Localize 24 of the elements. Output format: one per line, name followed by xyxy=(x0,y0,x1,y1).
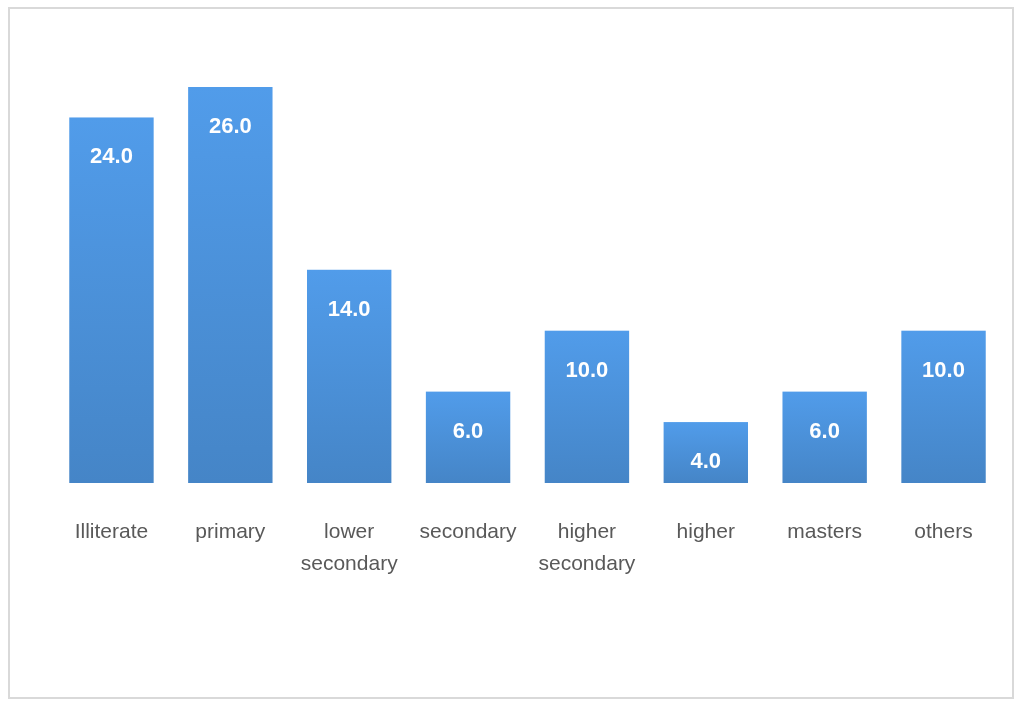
bar xyxy=(782,391,867,483)
data-label: 24.0 xyxy=(90,143,133,169)
data-label: 10.0 xyxy=(922,356,965,382)
data-label: 26.0 xyxy=(208,113,252,138)
bar xyxy=(425,391,511,483)
data-label: 4.0 xyxy=(690,448,722,474)
data-label: 6.0 xyxy=(452,417,484,443)
bar xyxy=(901,330,986,483)
x-tick-label: lower secondary xyxy=(300,519,399,574)
bar xyxy=(663,422,748,483)
bar xyxy=(69,117,154,483)
x-tick-label: higher secondary xyxy=(538,519,636,574)
x-tick-label: primary xyxy=(195,519,266,542)
data-label: 10.0 xyxy=(565,356,609,382)
x-tick-label: secondary xyxy=(419,519,518,542)
x-tick-label: masters xyxy=(787,519,863,542)
bar xyxy=(188,87,273,483)
x-tick-label: higher xyxy=(676,519,735,542)
data-label: 14.0 xyxy=(327,295,371,321)
data-label: 6.0 xyxy=(809,417,840,443)
bar xyxy=(544,330,630,483)
bar xyxy=(307,269,392,483)
x-tick-label: Illiterate xyxy=(74,519,149,542)
x-tick-label: others xyxy=(914,519,973,542)
